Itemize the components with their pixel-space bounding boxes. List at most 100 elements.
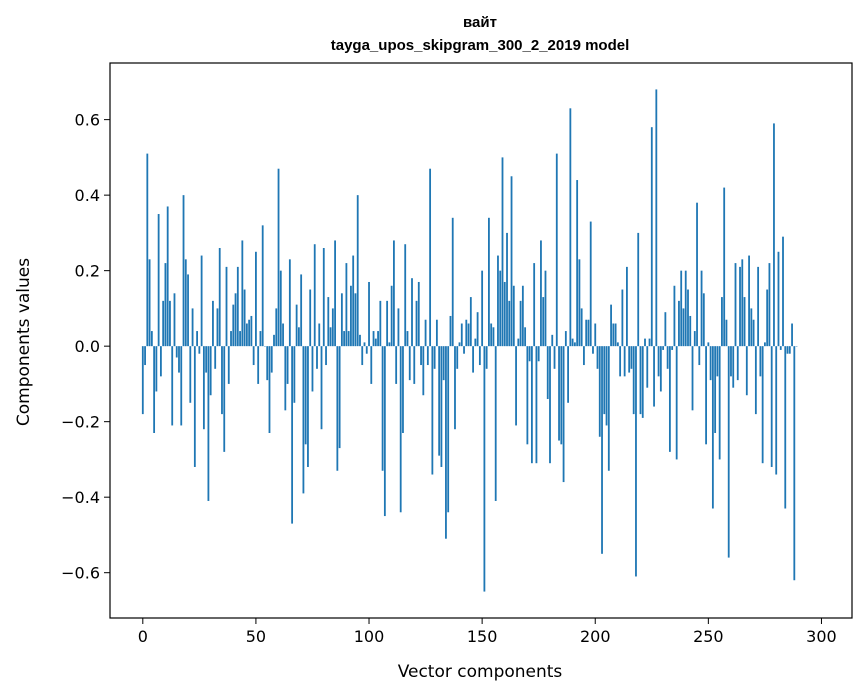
bar-224: [648, 338, 651, 347]
bar-223: [646, 346, 649, 388]
bar-219: [637, 232, 640, 347]
bar-196: [585, 319, 588, 347]
bar-130: [435, 319, 438, 347]
bar-207: [610, 304, 612, 347]
bar-87: [338, 346, 341, 449]
bar-5: [153, 346, 156, 433]
y-tick-label: 0.6: [75, 111, 100, 130]
bar-240: [684, 270, 687, 347]
bar-22: [191, 308, 194, 347]
bar-6: [155, 346, 158, 392]
bar-82: [327, 297, 330, 347]
bar-27: [202, 346, 205, 430]
bar-287: [791, 323, 793, 347]
bar-273: [759, 346, 762, 377]
bar-170: [526, 346, 529, 445]
bar-225: [650, 127, 653, 347]
bar-67: [293, 346, 296, 403]
bar-65: [288, 259, 291, 347]
bar-186: [562, 346, 565, 483]
bar-134: [445, 346, 447, 539]
bar-106: [381, 346, 384, 471]
bar-121: [415, 300, 418, 347]
bar-75: [311, 346, 314, 392]
bar-26: [200, 255, 203, 347]
bar-146: [472, 346, 474, 373]
bar-177: [542, 297, 545, 347]
bar-33: [216, 308, 219, 347]
bar-269: [750, 308, 753, 347]
bar-128: [431, 346, 434, 475]
bar-76: [313, 244, 316, 347]
bar-251: [709, 346, 712, 381]
bar-182: [553, 346, 556, 369]
bar-159: [501, 157, 504, 347]
bar-245: [696, 202, 698, 347]
bar-160: [503, 281, 506, 347]
bar-272: [757, 266, 760, 347]
bar-141: [460, 323, 463, 347]
bar-282: [779, 346, 782, 350]
bar-192: [576, 180, 579, 347]
bar-97: [361, 346, 364, 366]
bar-195: [583, 346, 585, 366]
bar-140: [458, 342, 461, 347]
x-tick-label: 300: [806, 627, 837, 646]
bar-227: [655, 89, 658, 347]
bar-66: [291, 346, 294, 524]
bar-212: [621, 289, 624, 347]
bar-156: [494, 346, 497, 501]
bar-122: [417, 281, 420, 347]
x-tick-label: 0: [138, 627, 148, 646]
bar-24: [196, 331, 198, 347]
bar-93: [352, 255, 355, 347]
bar-21: [189, 346, 192, 403]
bar-101: [370, 346, 373, 384]
bar-148: [476, 312, 479, 347]
bar-107: [383, 346, 386, 517]
y-axis-label: Components values: [14, 258, 34, 426]
bar-154: [490, 323, 493, 347]
bar-74: [309, 289, 312, 347]
bar-267: [745, 346, 748, 396]
bar-150: [481, 270, 484, 347]
bar-114: [399, 346, 402, 513]
bar-243: [691, 346, 694, 411]
bar-226: [653, 346, 655, 407]
x-tick-label: 100: [354, 627, 385, 646]
bar-64: [286, 346, 289, 384]
bar-41: [234, 293, 237, 347]
bar-238: [680, 270, 683, 347]
bar-80: [322, 248, 325, 347]
bar-252: [711, 346, 714, 509]
bar-201: [596, 346, 599, 369]
bar-279: [773, 123, 775, 347]
bar-174: [535, 346, 538, 464]
bar-105: [379, 300, 382, 347]
bar-13: [171, 346, 174, 426]
y-axis: −0.6 −0.4 −0.2 0.0 0.2 0.4 0.6: [61, 111, 110, 583]
bar-262: [734, 263, 737, 347]
bar-3: [148, 259, 151, 347]
bar-261: [732, 346, 735, 388]
chart-subtitle: tayga_upos_skipgram_300_2_2019 model: [331, 37, 630, 54]
bar-191: [573, 342, 576, 347]
bar-149: [478, 346, 481, 366]
bar-92: [350, 285, 352, 347]
bar-213: [623, 346, 626, 377]
bar-139: [456, 346, 459, 369]
bar-200: [594, 323, 597, 347]
bar-184: [558, 346, 560, 441]
bar-58: [273, 334, 275, 347]
bar-110: [390, 285, 393, 347]
bar-276: [766, 289, 769, 347]
bar-221: [641, 346, 644, 418]
bar-117: [406, 331, 409, 347]
bar-173: [533, 263, 536, 347]
bar-7: [157, 214, 160, 347]
bar-199: [592, 346, 594, 354]
bar-218: [635, 346, 637, 577]
y-tick-label: 0.4: [75, 186, 100, 205]
bar-115: [402, 346, 404, 433]
